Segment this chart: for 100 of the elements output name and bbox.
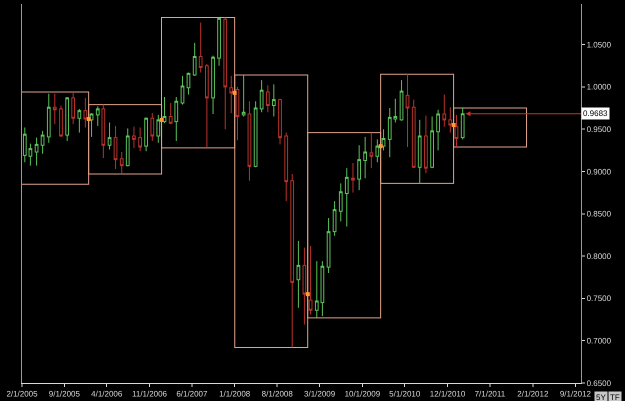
candlestick — [290, 174, 294, 348]
candlestick — [242, 74, 246, 118]
text: TF — [610, 393, 620, 401]
candlestick — [65, 96, 70, 142]
candlestick — [186, 72, 190, 96]
candlestick — [101, 104, 106, 158]
candlestick — [320, 260, 324, 317]
point — [232, 90, 237, 95]
point — [86, 117, 91, 122]
x-tick-label: 3/1/2009 — [304, 390, 336, 399]
candlestick — [436, 109, 440, 151]
x-tick-label: 9/1/2012 — [560, 390, 592, 399]
x-tick-label: 2/1/2005 — [6, 390, 38, 399]
candlestick — [248, 100, 252, 182]
y-tick-label: 0.7500 — [586, 294, 612, 304]
candlestick — [40, 130, 44, 154]
candlestick — [22, 127, 27, 163]
annotation: 0.9683 — [583, 109, 608, 118]
candlestick — [460, 108, 465, 140]
y-tick-label: 0.7000 — [586, 336, 612, 346]
candlestick — [126, 128, 130, 167]
candlestick — [344, 168, 349, 227]
candlestick — [272, 84, 276, 118]
x-tick-label: 1/1/2008 — [219, 390, 251, 399]
candlestick — [278, 98, 282, 145]
y-tick-label: 0.8000 — [586, 252, 612, 261]
candlestick — [34, 137, 38, 166]
candlestick — [424, 115, 428, 174]
candlestick — [144, 116, 148, 152]
candlestick — [369, 132, 374, 169]
x-tick-label: 8/1/2008 — [262, 390, 294, 399]
candlestick — [192, 42, 197, 76]
candlestick — [284, 132, 288, 202]
y-tick-label: 0.6500 — [586, 378, 612, 388]
candlestick — [168, 102, 173, 125]
y-tick-label: 0.8500 — [586, 210, 612, 219]
candlestick — [59, 105, 63, 138]
x-tick-label: 4/1/2006 — [91, 390, 123, 399]
point — [160, 118, 164, 122]
candlestick — [430, 116, 434, 169]
candlestick — [296, 240, 300, 308]
candlestick — [393, 98, 398, 123]
candlestick — [90, 112, 94, 138]
candlestick — [326, 218, 330, 274]
candlestick — [400, 80, 404, 122]
candlestick — [198, 22, 203, 74]
candlestick — [454, 114, 458, 148]
candlestick — [418, 119, 422, 184]
candlestick — [351, 162, 355, 194]
candlestick — [254, 100, 258, 168]
y-tick-label: 0.9500 — [586, 125, 612, 134]
candlestick — [260, 80, 264, 113]
candlestick — [375, 138, 380, 163]
x-tick-label: 5/1/2010 — [389, 390, 421, 399]
x-tick-label: 7/1/2011 — [474, 390, 506, 399]
y-tick-label: 0.9000 — [586, 167, 612, 176]
candlestick — [406, 74, 410, 148]
candlestick — [96, 106, 100, 126]
candlestick — [388, 108, 392, 158]
x-tick-label: 6/1/2007 — [176, 390, 208, 399]
candlestick — [114, 125, 118, 170]
x-tick-label: 12/1/2010 — [430, 390, 466, 399]
candlestick — [150, 112, 154, 142]
x-tick-label: 10/1/2009 — [344, 390, 381, 399]
candlestick — [46, 93, 51, 144]
point — [306, 292, 310, 296]
x-tick-label: 11/1/2006 — [132, 390, 168, 399]
candlestick — [132, 126, 136, 148]
candlestick — [180, 75, 184, 106]
candlestick — [448, 106, 452, 134]
candlestick — [217, 17, 221, 66]
x-tick-label: 2/1/2012 — [517, 390, 549, 399]
candlestick — [156, 114, 160, 144]
y-tick-label: 1.0500 — [586, 40, 612, 50]
text: 5Y — [596, 393, 606, 401]
candlestick — [52, 93, 57, 125]
candlestick — [108, 122, 112, 150]
candlestick — [77, 108, 82, 134]
candlestick — [332, 200, 336, 236]
x-tick-label: 9/1/2005 — [48, 390, 80, 399]
candlestick — [138, 127, 142, 152]
candlestick — [338, 182, 343, 222]
candlestick — [211, 55, 215, 114]
candlestick — [314, 260, 319, 318]
candlestick — [83, 97, 88, 128]
candlestick — [205, 64, 209, 148]
point — [378, 144, 383, 148]
candlestick — [120, 152, 124, 175]
candlestick — [71, 91, 76, 125]
candlestick — [382, 128, 386, 151]
candlestick — [308, 245, 312, 315]
candlestick — [302, 247, 306, 326]
candlestick — [236, 86, 240, 141]
y-tick-label: 1.0000 — [586, 82, 612, 92]
candlestick — [363, 136, 368, 179]
candlestick — [28, 143, 32, 166]
candlestick — [174, 96, 178, 142]
candlestick — [442, 94, 446, 128]
candlestick — [412, 99, 416, 169]
candlestick — [266, 84, 270, 113]
